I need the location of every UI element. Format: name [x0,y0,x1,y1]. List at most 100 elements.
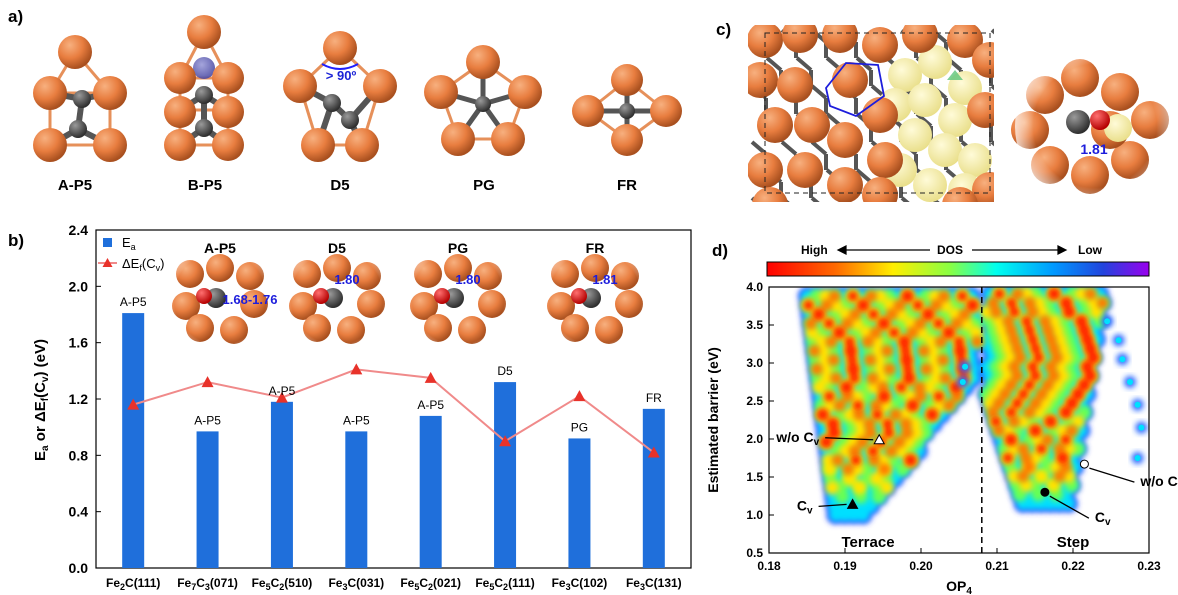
cluster-pg [424,45,542,156]
category-label-4: Fe5C2(021) [400,576,461,592]
inset-distance-3: 1.81 [592,272,617,287]
annotation-label-3: w/o Cv [1139,473,1178,492]
inset-1: D5 1.80 [277,238,397,358]
annotation-label-2: Cv [1095,509,1111,528]
panel-label-b: b) [8,231,24,250]
inset-0: A-P5 1.68-1.76 [160,238,280,358]
inset-distance-2: 1.80 [455,272,480,287]
cluster-label-b-p5: B-P5 [188,177,222,194]
heatmap-density [798,287,1148,524]
bar-ea-3 [345,431,368,568]
cluster-label-fr: FR [617,177,637,194]
inset-title-3: FR [586,240,605,256]
chart-b-y-tick-label: 0.4 [69,504,89,520]
cluster-fr [572,64,682,156]
panel-label-d: d) [712,241,728,260]
annotation-1: Cv [797,497,859,516]
inset-2: PG 1.80 [398,238,518,358]
panel-label-a: a) [8,7,23,26]
chart-d-y-tick-label: 0.5 [746,546,763,560]
legend-swatch-ea [103,238,112,247]
inset-title-0: A-P5 [204,240,236,256]
panel-label-c: c) [716,20,731,39]
chart-d-y-tick-label: 3.0 [746,356,763,370]
colorbar [766,261,1150,277]
chart-b-y-tick-label: 0.8 [69,447,89,463]
category-label-1: Fe7C3(071) [177,576,238,592]
bar-label-1: A-P5 [194,413,221,427]
chart-d-x-tick-label: 0.20 [909,559,933,573]
surface-inset-distance: 1.81 [1080,141,1107,157]
chart-d-y-axis-label: Estimated barrier (eV) [705,347,721,493]
cluster-structures: > 90º A-P5 B-P5 D5 PG FR [33,15,682,194]
inset-title-1: D5 [328,240,346,256]
category-label-3: Fe3C(031) [328,576,384,592]
marker-def-cv-0 [127,398,140,410]
bar-label-2: A-P5 [269,384,296,398]
bar-ea-0 [122,313,145,568]
category-label-2: Fe5C2(510) [252,576,313,592]
bar-ea-5 [494,382,517,568]
bar-ea-6 [568,438,591,568]
cluster-label-a-p5: A-P5 [58,177,92,194]
colorbar-label-dos: DOS [937,243,963,257]
legend-label-ea: Ea [122,235,136,252]
category-label-5: Fe5C2(111) [475,576,534,592]
chart-d-y-tick-label: 1.0 [746,508,763,522]
chart-d-y-tick-label: 2.5 [746,394,763,408]
chart-d-x-axis-label: OP4 [946,578,972,595]
chart-d-y-tick-label: 4.0 [746,280,763,294]
marker-def-cv-1 [201,376,214,388]
cluster-d5: > 90º [283,31,397,162]
marker-def-cv-7 [647,446,660,458]
marker-def-cv-6 [573,390,586,402]
category-label-7: Fe3C(131) [626,576,682,592]
bar-ea-1 [196,431,219,568]
bar-ea-4 [419,415,442,568]
colorbar-arrows [836,245,1068,255]
annotation-marker-2 [1040,487,1050,497]
bar-label-4: A-P5 [417,398,444,412]
chart-b-y-tick-label: 0.0 [69,560,89,576]
chart-dos-heatmap: High DOS Low 0.18 0.19 0.20 0.21 0.22 0.23 0.5… [705,243,1178,595]
annotation-label-1: Cv [797,497,813,516]
annotation-marker-3 [1079,459,1089,469]
annotation-arrow-2 [1049,495,1090,519]
cluster-label-d5: D5 [330,177,349,194]
bar-label-5: D5 [497,364,513,378]
annotation-arrow-1 [818,503,847,508]
chart-d-y-tick-label: 3.5 [746,318,763,332]
marker-def-cv-3 [350,363,363,375]
annotation-marker-1 [846,498,859,509]
annotation-arrow-3 [1089,467,1135,483]
legend-marker-def [102,258,113,267]
bar-label-6: PG [571,420,588,434]
surface-slab [748,25,994,202]
chart-b-y-tick-label: 1.6 [69,335,89,351]
bar-ea-7 [642,408,665,568]
bar-ea-2 [270,401,293,568]
chart-d-frame [768,286,1150,554]
cluster-label-pg: PG [473,177,495,194]
bar-label-0: A-P5 [120,295,147,309]
category-label-6: Fe3C(102) [552,576,608,592]
annotation-arrow-0 [825,437,874,441]
bar-label-3: A-P5 [343,413,370,427]
line-def-cv [132,368,655,454]
chart-b-y-tick-label: 2.4 [69,222,89,238]
marker-def-cv-4 [424,371,437,383]
inset-3: FR 1.81 [535,238,655,358]
bar-label-7: FR [646,391,662,405]
legend-label-def: ΔEf(Cv) [122,256,164,273]
cluster-b-p5 [164,15,244,161]
inset-title-2: PG [448,240,468,256]
chart-b-y-tick-label: 1.2 [69,391,89,407]
surface-structure: 1.81 [748,25,1175,206]
surface-inset [1011,46,1175,206]
marker-def-cv-5 [499,435,512,447]
chart-d-x-tick-label: 0.19 [833,559,857,573]
chart-d-x-tick-label: 0.23 [1137,559,1161,573]
annotation-2: Cv [1040,487,1111,528]
chart-d-y-tick-label: 1.5 [746,470,763,484]
